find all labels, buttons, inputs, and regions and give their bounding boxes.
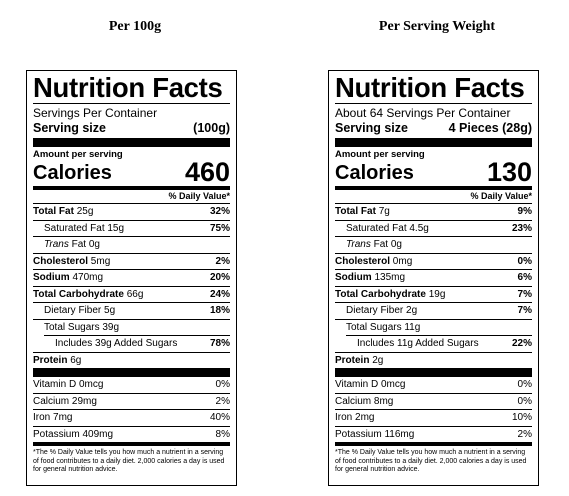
serving-size-value: 4 Pieces (28g) — [448, 121, 532, 135]
nutrition-facts-title: Nutrition Facts — [335, 72, 525, 103]
calories-row: Calories 460 — [33, 158, 230, 186]
nutrient-row-calcium: Calcium 29mg 2% — [33, 392, 230, 410]
nutrient-row-total-carbohydrate: Total Carbohydrate 66g 24% — [33, 285, 230, 303]
nutrient-row-cholesterol: Cholesterol 0mg 0% — [335, 252, 532, 270]
daily-value-footnote: *The % Daily Value tells you how much a … — [335, 449, 527, 473]
nutrition-label-per-100g: Nutrition Facts Servings Per Container S… — [26, 70, 237, 486]
calories-row: Calories 130 — [335, 158, 532, 186]
calories-label: Calories — [33, 162, 112, 184]
serving-size-row: Serving size 4 Pieces (28g) — [335, 120, 532, 136]
nutrient-row-protein: Protein 6g — [33, 351, 230, 369]
nutrient-row-sodium: Sodium 135mg 6% — [335, 269, 532, 286]
nutrient-row-saturated-fat: Saturated Fat 15g 75% — [33, 219, 230, 237]
nutrient-row-vitamin-d: Vitamin D 0mcg 0% — [335, 379, 532, 390]
calories-label: Calories — [335, 162, 414, 184]
servings-per-container: Servings Per Container — [33, 106, 158, 120]
nutrient-row-trans-fat: Trans Fat 0g — [33, 236, 230, 253]
nutrient-row-potassium: Potassium 409mg 8% — [33, 425, 230, 443]
serving-size-label: Serving size — [33, 121, 106, 135]
calories-value: 460 — [184, 157, 230, 187]
calories-value: 130 — [486, 157, 532, 187]
nutrient-row-calcium: Calcium 8mg 0% — [335, 392, 532, 410]
nutrient-row-total-carbohydrate: Total Carbohydrate 19g 7% — [335, 285, 532, 303]
nutrition-label-per-serving: Nutrition Facts About 64 Servings Per Co… — [328, 70, 539, 486]
nutrition-facts-title: Nutrition Facts — [33, 72, 223, 103]
serving-size-value: (100g) — [193, 121, 230, 135]
nutrient-row-cholesterol: Cholesterol 5mg 2% — [33, 252, 230, 270]
nutrient-row-potassium: Potassium 116mg 2% — [335, 425, 532, 443]
nutrient-row-protein: Protein 2g — [335, 351, 532, 369]
nutrient-row-sodium: Sodium 470mg 20% — [33, 269, 230, 286]
amount-per-serving: Amount per serving — [335, 149, 425, 160]
nutrient-row-iron: Iron 2mg 10% — [335, 409, 532, 426]
daily-value-header: % Daily Value* — [470, 191, 532, 201]
heading-per-100g: Per 100g — [108, 19, 162, 34]
nutrient-row-dietary-fiber: Dietary Fiber 2g 7% — [335, 302, 532, 319]
nutrient-row-vitamin-d: Vitamin D 0mcg 0% — [33, 379, 230, 390]
nutrient-row-total-fat: Total Fat 7g 9% — [335, 203, 532, 220]
daily-value-footnote: *The % Daily Value tells you how much a … — [33, 449, 225, 473]
nutrient-row-total-sugars: Total Sugars 11g — [335, 318, 532, 336]
nutrient-row-iron: Iron 7mg 40% — [33, 409, 230, 426]
nutrient-row-trans-fat: Trans Fat 0g — [335, 236, 532, 253]
nutrient-row-total-sugars: Total Sugars 39g — [33, 318, 230, 336]
amount-per-serving: Amount per serving — [33, 149, 123, 160]
serving-size-row: Serving size (100g) — [33, 120, 230, 136]
nutrient-row-added-sugars: Includes 39g Added Sugars 78% — [55, 338, 230, 349]
nutrient-row-total-fat: Total Fat 25g 32% — [33, 203, 230, 220]
nutrient-row-added-sugars: Includes 11g Added Sugars 22% — [357, 338, 532, 349]
servings-per-container: About 64 Servings Per Container — [335, 106, 511, 120]
daily-value-header: % Daily Value* — [168, 191, 230, 201]
serving-size-label: Serving size — [335, 121, 408, 135]
nutrient-row-dietary-fiber: Dietary Fiber 5g 18% — [33, 302, 230, 319]
nutrient-row-saturated-fat: Saturated Fat 4.5g 23% — [335, 219, 532, 237]
heading-per-serving-weight: Per Serving Weight — [378, 19, 496, 34]
